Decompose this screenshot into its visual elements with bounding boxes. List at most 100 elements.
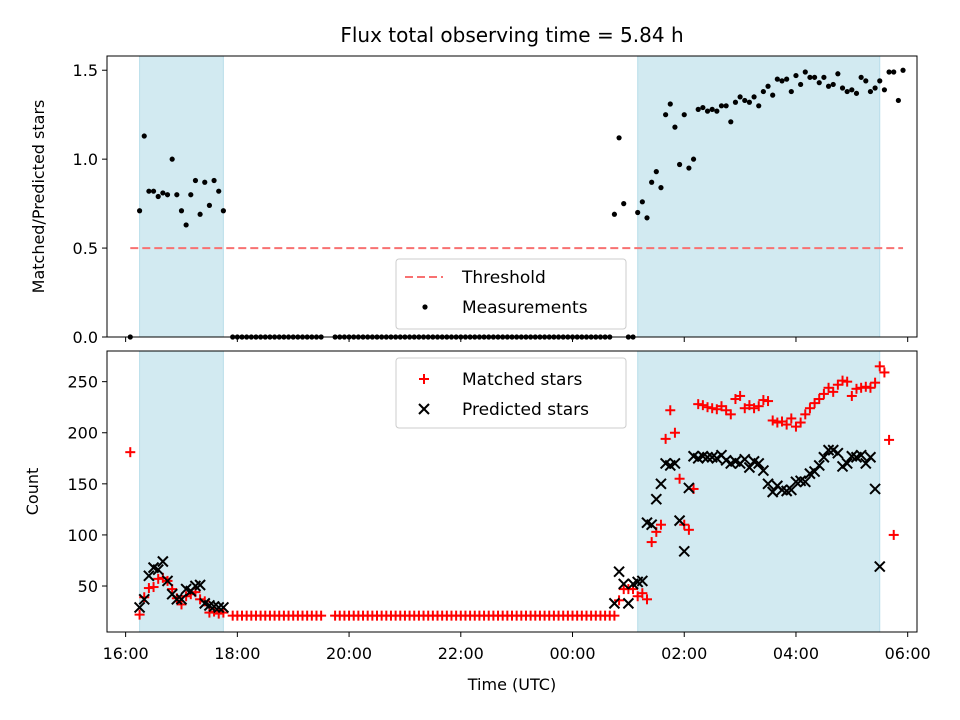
predicted-star-point bbox=[618, 578, 630, 590]
measurement-point bbox=[169, 156, 175, 162]
measurement-point bbox=[825, 83, 832, 89]
measurement-point bbox=[770, 92, 776, 98]
predicted-star-point bbox=[217, 601, 230, 614]
matched-star-point bbox=[842, 376, 853, 387]
top-legend-box bbox=[395, 258, 627, 330]
measurement-point bbox=[742, 97, 748, 104]
predicted-star-point bbox=[133, 601, 146, 614]
matched-star-point bbox=[795, 417, 806, 428]
predicted-star-point bbox=[636, 575, 649, 587]
legend-predicted-swatch bbox=[418, 403, 430, 415]
measurement-point bbox=[849, 87, 855, 93]
measurement-point bbox=[774, 76, 780, 82]
matched-star-point bbox=[725, 409, 736, 420]
star-count-points bbox=[125, 361, 899, 621]
matched-star-point bbox=[851, 383, 862, 394]
predicted-star-point bbox=[622, 597, 635, 610]
predicted-star-point bbox=[157, 555, 169, 568]
matched-star-point bbox=[614, 595, 625, 606]
legend-measurement-swatch bbox=[422, 304, 428, 310]
matched-star-point bbox=[828, 386, 839, 397]
x-tick-label: 04:00 bbox=[773, 644, 819, 663]
measurement-point bbox=[802, 69, 808, 75]
matched-star-point bbox=[856, 382, 867, 393]
measurement-point bbox=[211, 177, 217, 184]
matched-star-point bbox=[879, 367, 890, 378]
measurement-point bbox=[202, 179, 208, 185]
matched-star-point bbox=[749, 403, 760, 414]
measurement-point bbox=[220, 208, 226, 214]
matched-star-point bbox=[646, 537, 657, 548]
matched-star-point bbox=[204, 607, 215, 618]
predicted-star-point bbox=[822, 444, 835, 456]
predicted-star-point bbox=[832, 447, 844, 459]
x-tick-label: 16:00 bbox=[103, 644, 149, 663]
legend-predicted-label: Predicted stars bbox=[462, 400, 589, 420]
matched-star-point bbox=[870, 377, 881, 388]
matched-star-point bbox=[888, 529, 899, 540]
predicted-star-point bbox=[808, 465, 821, 478]
measurement-point bbox=[858, 74, 864, 80]
top-axes-frame bbox=[106, 55, 918, 338]
measurement-point bbox=[206, 202, 213, 208]
matched-star-point bbox=[753, 401, 764, 412]
x-tick-label: 02:00 bbox=[661, 644, 707, 663]
x-tick-label: 22:00 bbox=[438, 644, 484, 663]
y-tick-label: 250 bbox=[67, 373, 98, 392]
measurement-point bbox=[737, 94, 743, 100]
predicted-star-point bbox=[739, 453, 751, 466]
matched-star-point bbox=[642, 594, 652, 605]
bottom-legend: Matched stars Predicted stars bbox=[395, 357, 627, 429]
measurement-point bbox=[150, 188, 157, 194]
matched-star-point bbox=[763, 396, 774, 407]
measurement-point bbox=[676, 161, 683, 168]
matched-star-point bbox=[758, 395, 769, 406]
predicted-star-point bbox=[669, 457, 681, 470]
measurement-point bbox=[704, 108, 711, 114]
bottom-axes-frame bbox=[106, 350, 918, 633]
measurement-point bbox=[807, 74, 813, 80]
measurement-point bbox=[723, 103, 729, 109]
matched-star-point bbox=[316, 610, 327, 621]
measurement-point bbox=[895, 97, 901, 104]
legend-cross-marker bbox=[418, 403, 430, 415]
measurement-point bbox=[844, 88, 850, 95]
measurement-point bbox=[174, 192, 180, 198]
top-legend: Threshold Measurements bbox=[395, 258, 627, 330]
predicted-star-point bbox=[213, 601, 225, 614]
predicted-star-point bbox=[743, 461, 756, 474]
predicted-star-point bbox=[762, 478, 774, 490]
x-tick-label: 20:00 bbox=[326, 644, 372, 663]
matched-star-point bbox=[148, 582, 159, 593]
top-x-ticks bbox=[125, 337, 909, 342]
predicted-star-point bbox=[855, 449, 867, 461]
measurement-point bbox=[621, 201, 627, 207]
matched-star-point bbox=[786, 413, 797, 424]
predicted-star-point bbox=[613, 566, 625, 578]
matched-star-point bbox=[814, 394, 825, 405]
legend-matched-label: Matched stars bbox=[462, 370, 582, 390]
x-tick-label: 18:00 bbox=[214, 644, 260, 663]
observing-spans-bottom bbox=[139, 350, 881, 633]
measurement-point bbox=[667, 101, 673, 107]
predicted-star-point bbox=[785, 484, 798, 496]
y-tick-label: 100 bbox=[67, 526, 98, 545]
matched-star-point bbox=[660, 433, 671, 444]
measurement-point bbox=[663, 112, 669, 118]
measurement-point bbox=[756, 103, 762, 109]
matched-star-point bbox=[884, 434, 895, 445]
predicted-star-point bbox=[860, 457, 872, 470]
matched-star-point bbox=[735, 390, 746, 401]
measurement-point bbox=[746, 99, 753, 105]
top-y-ticks: 0.0 0.5 1.0 1.5 bbox=[73, 61, 107, 347]
matched-star-point bbox=[767, 415, 778, 426]
measurement-point bbox=[793, 72, 799, 79]
predicted-star-point bbox=[818, 451, 830, 463]
predicted-star-point bbox=[874, 560, 886, 573]
measurement-point bbox=[732, 99, 739, 105]
matched-star-point bbox=[665, 405, 676, 416]
predicted-star-point bbox=[753, 457, 765, 470]
legend-threshold-label: Threshold bbox=[461, 268, 546, 288]
measurement-point bbox=[821, 74, 827, 80]
measurement-point bbox=[728, 119, 734, 125]
